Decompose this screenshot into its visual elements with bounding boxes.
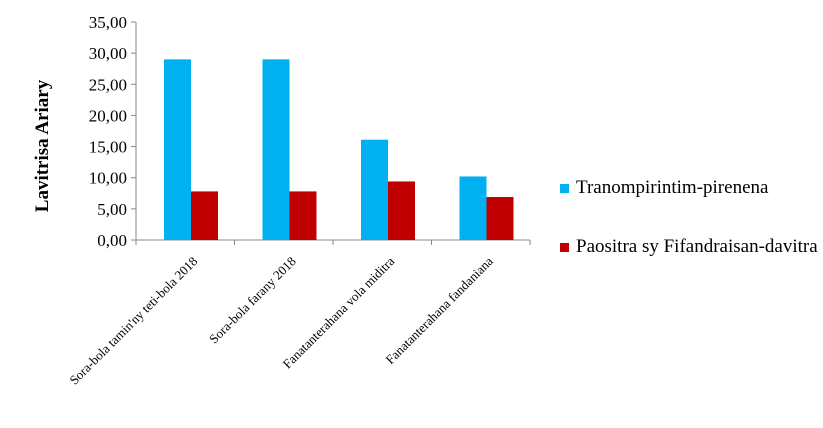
y-tick-label: 35,00: [89, 13, 127, 32]
category-label: Sora-bola farany 2018: [206, 254, 299, 347]
legend-swatch: [560, 243, 569, 252]
y-tick-label: 30,00: [89, 44, 127, 63]
bar-series1-1: [262, 59, 290, 240]
y-tick-label: 10,00: [89, 169, 127, 188]
category-label: Fanatanterahana fandaniana: [382, 253, 496, 367]
bar-series2-1: [289, 191, 317, 240]
bar-series1-0: [164, 59, 191, 240]
bar-series2-2: [388, 181, 415, 240]
bar-series1-2: [361, 139, 388, 240]
bar-series2-0: [191, 191, 218, 240]
bars: [164, 59, 514, 240]
bar-series2-3: [486, 197, 514, 240]
legend: Tranompirintim-pirenena Paositra sy Fifan…: [560, 176, 822, 258]
legend-label: Tranompirintim-pirenena: [576, 177, 769, 198]
category-label: Sora-bola tamin'ny teti-bola 2018: [66, 254, 200, 388]
legend-item: Tranompirintim-pirenena: [560, 176, 822, 199]
category-label: Fanatanterahana vola miditra: [280, 253, 398, 371]
bar-series1-3: [459, 176, 487, 240]
y-tick-label: 0,00: [97, 231, 127, 250]
y-tick-label: 25,00: [89, 75, 127, 94]
y-tick-labels: 0,00 5,00 10,00 15,00 20,00 25,00 30,00 35,00: [89, 13, 127, 250]
y-tick-label: 20,00: [89, 106, 127, 125]
y-axis-label: Lavitrisa Ariary: [32, 79, 53, 212]
y-tick-label: 15,00: [89, 138, 127, 157]
legend-item: Paositra sy Fifandraisan-davitra: [560, 235, 822, 258]
legend-label: Paositra sy Fifandraisan-davitra: [576, 236, 818, 257]
y-tick-label: 5,00: [97, 200, 127, 219]
legend-swatch: [560, 184, 569, 193]
category-labels: Sora-bola tamin'ny teti-bola 2018 Sora-bo…: [66, 253, 496, 387]
